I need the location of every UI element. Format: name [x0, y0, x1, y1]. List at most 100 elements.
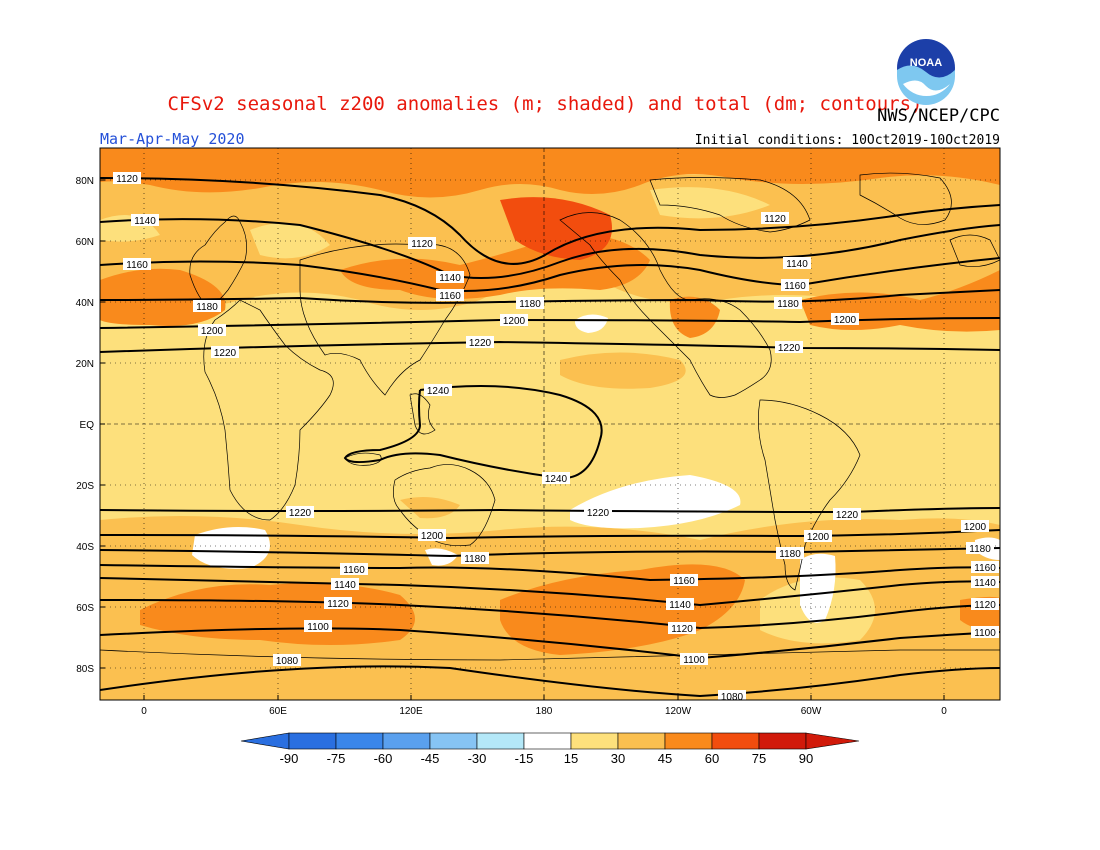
lat-label: 20S [76, 481, 94, 492]
contour-label: 1200 [807, 532, 830, 543]
contour-1140-north [100, 218, 1000, 279]
contour-label: 1200 [503, 316, 526, 327]
contour-labels: 1120 1140 1160 1180 1200 1220 1240 1220 … [113, 172, 999, 703]
anomaly-15-30-patch [650, 187, 770, 219]
lat-label: 60N [76, 237, 94, 248]
contour-label: 1180 [969, 544, 991, 555]
anomaly-45-60-america [669, 296, 720, 338]
contour-1200-south [100, 529, 1000, 540]
contour-1180-north [100, 289, 1000, 304]
anomaly-neutral-south-africa [192, 526, 270, 569]
contour-1120-south [100, 599, 1000, 630]
contour-1100-south [100, 627, 1000, 660]
lat-label: 40N [76, 298, 94, 309]
contour-label: 1160 [126, 260, 148, 271]
south-america-coast [758, 399, 861, 591]
colorbar-label: -60 [374, 751, 393, 766]
longitude-ticks [143, 695, 945, 700]
contour-label: 1120 [764, 214, 786, 225]
contour-label: 1180 [464, 554, 486, 565]
contour-label: 1160 [784, 281, 806, 292]
lon-label: 60E [269, 706, 287, 717]
anomaly-neutral-south-pacific [570, 475, 741, 529]
latitude-labels: 80N 60N 40N 20N EQ 20S 40S 60S 80S [76, 176, 95, 675]
longitude-labels: 0 60E 120E 180 120W 60W 0 [141, 706, 947, 717]
contour-1240 [343, 385, 603, 480]
contour-label: 1140 [334, 580, 356, 591]
anomaly-neutral-patch [425, 548, 458, 566]
contour-label: 1200 [421, 531, 444, 542]
contour-label: 1180 [777, 299, 799, 310]
contour-1120-north [100, 177, 1000, 265]
europe-east-coast [949, 234, 1000, 267]
lon-label: 120W [665, 706, 692, 717]
height-contours [100, 177, 1000, 698]
contour-label: 1200 [201, 326, 224, 337]
colorbar-label: 75 [752, 751, 766, 766]
contour-label: 1120 [327, 599, 349, 610]
antarctica-coast [100, 649, 1000, 661]
colorbar-label: 45 [658, 751, 672, 766]
contour-1180-south [100, 547, 1000, 558]
noaa-logo-text: NOAA [910, 57, 942, 69]
contour-label: 1220 [289, 508, 312, 519]
contour-label: 1220 [778, 343, 801, 354]
colorbar-label: 15 [564, 751, 578, 766]
contour-label: 1140 [974, 578, 996, 589]
contour-label: 1160 [439, 291, 461, 302]
contour-label: 1100 [683, 655, 705, 666]
contour-label: 1240 [545, 474, 568, 485]
contour-label: 1140 [134, 216, 156, 227]
anomaly-15-30-patch [250, 222, 330, 259]
contour-label: 1100 [307, 622, 329, 633]
contour-label: 1200 [834, 315, 857, 326]
contour-label: 1100 [974, 628, 996, 639]
lon-label: 120E [399, 706, 423, 717]
lon-label: 0 [141, 706, 147, 717]
colorbar: -90 -75 -60 -45 -30 -15 15 30 45 60 75 9… [240, 732, 860, 766]
anomaly-neutral-south-atlantic [800, 553, 836, 623]
contour-label: 1220 [469, 338, 492, 349]
contour-label: 1080 [276, 656, 299, 667]
contour-label: 1180 [779, 549, 801, 560]
colorbar-swatch [476, 732, 525, 750]
colorbar-label: -75 [327, 751, 346, 766]
chart-title: CFSv2 seasonal z200 anomalies (m; shaded… [168, 93, 923, 115]
colorbar-label: -45 [421, 751, 440, 766]
anomaly-neutral-patch [574, 314, 608, 333]
colorbar-label: 90 [799, 751, 813, 766]
lat-label: 40S [76, 542, 94, 553]
greenland-coast [859, 172, 952, 225]
colorbar-swatch [711, 732, 760, 750]
lat-label: 80N [76, 176, 94, 187]
contour-label: 1080 [721, 692, 744, 703]
contour-1200-north [100, 317, 1000, 329]
contour-label: 1220 [836, 510, 859, 521]
colorbar-swatch [570, 732, 619, 750]
season-label: Mar-Apr-May 2020 [100, 130, 245, 148]
credit-label: NWS/NCEP/CPC [877, 106, 1000, 126]
colorbar-arrow-left [240, 732, 290, 750]
colorbar-label: 60 [705, 751, 719, 766]
colorbar-label: -15 [515, 751, 534, 766]
contour-label: 1200 [964, 522, 987, 533]
africa-coast [203, 299, 334, 521]
colorbar-swatch [288, 732, 337, 750]
contour-label: 1160 [974, 563, 996, 574]
colorbar-arrow-right [805, 732, 860, 750]
colorbar-swatch [664, 732, 713, 750]
anomaly-45-60-arctic [100, 148, 1000, 198]
australia-coast [393, 464, 496, 547]
lat-label: 80S [76, 664, 94, 675]
contour-label: 1140 [439, 273, 461, 284]
contour-1160-north [100, 257, 1000, 292]
map-area: 1120 1140 1160 1180 1200 1220 1240 1220 … [100, 148, 1000, 703]
contour-1160-south [100, 564, 1000, 582]
colorbar-swatch [617, 732, 666, 750]
latitude-ticks [100, 179, 105, 669]
contour-label: 1140 [669, 600, 691, 611]
contour-label: 1160 [343, 565, 365, 576]
anomaly-30-45-australia [400, 496, 460, 519]
colorbar-swatch [429, 732, 478, 750]
lon-label: 60W [801, 706, 822, 717]
